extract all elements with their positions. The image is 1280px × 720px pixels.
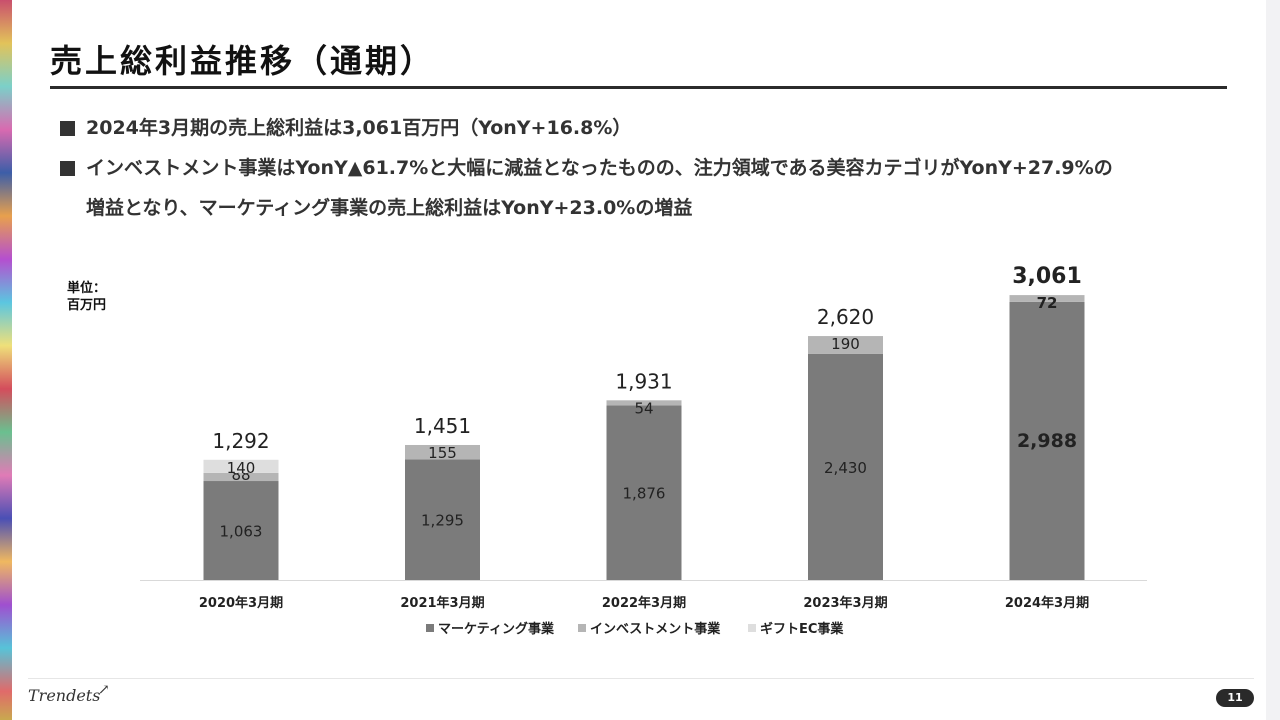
data-label: 2,988 (1017, 430, 1077, 452)
total-label: 2,620 (817, 305, 874, 329)
bar-segment (606, 400, 682, 406)
decorative-right-strip (1266, 0, 1280, 720)
total-label: 1,292 (212, 429, 269, 453)
unit-label-line: 百万円 (67, 298, 107, 313)
gross-profit-chart: 1,063881401,2922020年3月期1,2951551,4512021… (140, 264, 1147, 637)
bar-segment (808, 353, 883, 580)
x-tick-label: 2021年3月期 (400, 595, 484, 611)
bar-segment (203, 472, 279, 482)
legend-swatch (578, 624, 586, 632)
bar-segment (1009, 301, 1085, 580)
page-number: 11 (1216, 689, 1254, 707)
legend-label: インベストメント事業 (590, 621, 721, 637)
bullet-text: 増益となり、マーケティング事業の売上総利益はYonY+23.0%の増益 (86, 197, 693, 219)
x-tick-label: 2020年3月期 (199, 595, 283, 611)
logo-text: Trendets (28, 686, 101, 705)
page-title: 売上総利益推移（通期） (50, 42, 436, 80)
bar-segment (1009, 295, 1085, 302)
data-label: 140 (227, 459, 256, 477)
legend-label: マーケティング事業 (438, 621, 555, 637)
bullet-square-icon (60, 121, 75, 136)
bullet-square-icon (60, 161, 75, 176)
data-label: 54 (634, 399, 653, 417)
summary-bullets: 2024年3月期の売上総利益は3,061百万円（YonY+16.8%） インベス… (60, 108, 1230, 228)
total-label: 1,931 (615, 369, 672, 393)
footer-divider (28, 678, 1254, 679)
bullet-item: インベストメント事業はYonY▲61.7%と大幅に減益となったものの、注力領域で… (60, 148, 1230, 188)
title-divider (50, 86, 1227, 89)
legend-label: ギフトEC事業 (760, 621, 844, 637)
bullet-continuation: 増益となり、マーケティング事業の売上総利益はYonY+23.0%の増益 (60, 188, 1230, 228)
legend-swatch (426, 624, 434, 632)
unit-label: 単位： 百万円 (67, 280, 106, 314)
x-tick-label: 2023年3月期 (803, 595, 887, 611)
bullet-item: 2024年3月期の売上総利益は3,061百万円（YonY+16.8%） (60, 108, 1230, 148)
logo-arrow-icon: ↗ (98, 682, 110, 698)
decorative-left-strip (0, 0, 12, 720)
total-label: 1,451 (414, 414, 471, 438)
data-label: 72 (1037, 294, 1058, 312)
data-label: 1,876 (623, 485, 666, 503)
data-label: 1,063 (220, 523, 263, 541)
legend-swatch (748, 624, 756, 632)
data-label: 190 (831, 335, 860, 353)
data-label: 2,430 (824, 459, 867, 477)
data-label: 1,295 (421, 512, 464, 530)
x-tick-label: 2024年3月期 (1005, 595, 1089, 611)
bar-segment (405, 459, 480, 580)
x-tick-label: 2022年3月期 (602, 595, 686, 611)
bar-segment (203, 481, 279, 580)
bar-segment (606, 405, 682, 580)
bar-segment (405, 444, 480, 460)
total-label: 3,061 (1012, 264, 1082, 289)
unit-label-line: 単位： (67, 281, 107, 296)
company-logo: Trendets ↗ (28, 682, 110, 705)
bullet-text: インベストメント事業はYonY▲61.7%と大幅に減益となったものの、注力領域で… (86, 157, 1113, 179)
bar-segment (808, 336, 883, 354)
bar-segment (203, 459, 279, 473)
bullet-text: 2024年3月期の売上総利益は3,061百万円（YonY+16.8%） (86, 117, 632, 139)
data-label: 155 (428, 444, 457, 462)
